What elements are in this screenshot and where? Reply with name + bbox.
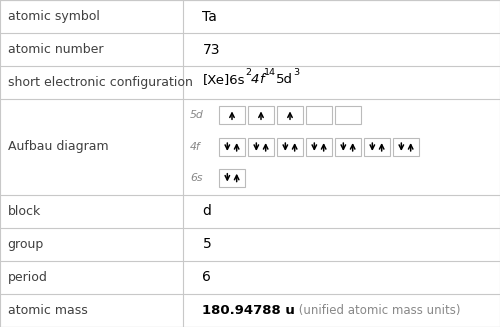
Text: (unified atomic mass units): (unified atomic mass units) — [296, 304, 461, 317]
Bar — [306, 106, 332, 124]
Text: 6: 6 — [202, 270, 211, 284]
Text: group: group — [8, 238, 44, 251]
Bar — [248, 106, 274, 124]
Text: 73: 73 — [202, 43, 220, 57]
Text: 2: 2 — [245, 68, 251, 77]
Text: period: period — [8, 271, 48, 284]
Text: 3: 3 — [293, 68, 299, 77]
Bar — [393, 138, 419, 156]
Text: Ta: Ta — [202, 9, 218, 24]
Bar — [219, 169, 245, 187]
Bar — [248, 138, 274, 156]
Text: 14: 14 — [264, 68, 276, 77]
Text: Aufbau diagram: Aufbau diagram — [8, 141, 108, 153]
Bar — [335, 138, 361, 156]
Text: d: d — [202, 204, 211, 218]
Text: 5: 5 — [202, 237, 211, 251]
Text: 4f: 4f — [190, 142, 201, 152]
Bar — [277, 106, 303, 124]
Text: atomic number: atomic number — [8, 43, 103, 56]
Text: short electronic configuration: short electronic configuration — [8, 76, 192, 89]
Text: block: block — [8, 205, 41, 218]
Text: atomic symbol: atomic symbol — [8, 10, 100, 23]
Text: atomic mass: atomic mass — [8, 304, 87, 317]
Bar — [219, 106, 245, 124]
Bar — [335, 106, 361, 124]
Text: 5d: 5d — [190, 111, 204, 120]
Text: 4: 4 — [251, 73, 260, 86]
Text: f: f — [260, 73, 264, 86]
Text: 6s: 6s — [190, 173, 202, 183]
Text: 180.94788 u: 180.94788 u — [202, 304, 296, 317]
Bar — [219, 138, 245, 156]
Bar — [364, 138, 390, 156]
Bar — [306, 138, 332, 156]
Text: [Xe]6s: [Xe]6s — [202, 73, 245, 86]
Bar — [277, 138, 303, 156]
Text: 5d: 5d — [276, 73, 293, 86]
